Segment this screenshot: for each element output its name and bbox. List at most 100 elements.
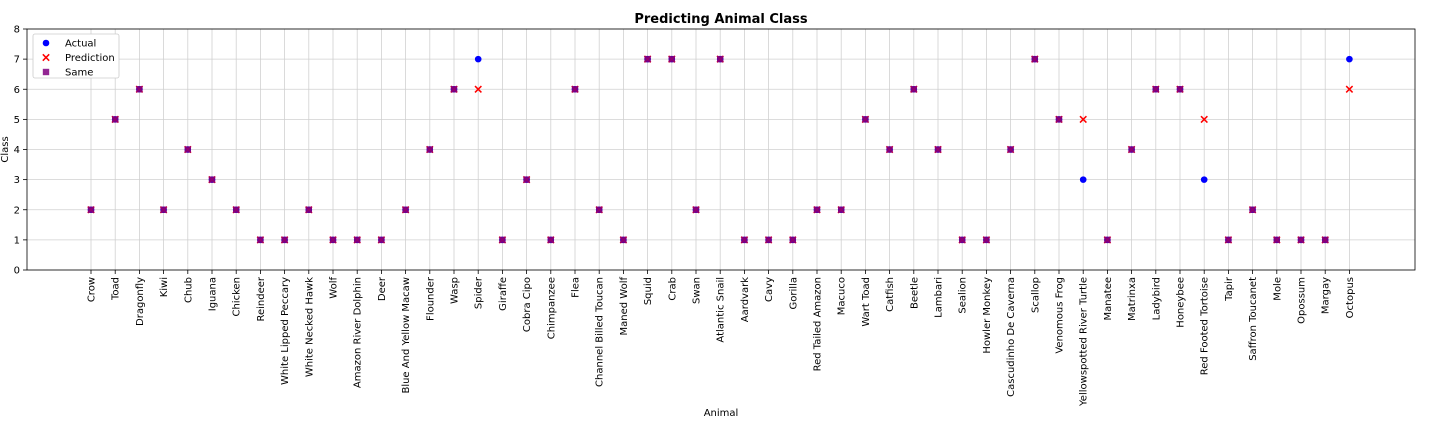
actual-point bbox=[1200, 176, 1208, 183]
x-tick-label: Tapir bbox=[1224, 276, 1235, 302]
same-point bbox=[257, 236, 264, 244]
same-point bbox=[305, 206, 312, 213]
x-tick-label: Flounder bbox=[425, 276, 436, 321]
x-tick-label: Yellowspotted River Turtle bbox=[1079, 277, 1090, 407]
prediction-point bbox=[474, 85, 482, 93]
same-point bbox=[959, 236, 966, 244]
same-point bbox=[233, 206, 240, 213]
x-tick-label: Octopus bbox=[1345, 277, 1356, 318]
same-point bbox=[184, 146, 191, 153]
same-point bbox=[644, 55, 651, 63]
actual-legend-label: Actual bbox=[65, 39, 96, 50]
same-point bbox=[354, 236, 361, 244]
prediction-point bbox=[1079, 115, 1087, 124]
x-tick-label: White Lipped Peccary bbox=[280, 277, 291, 385]
y-axis-title: Class bbox=[0, 136, 11, 162]
grid bbox=[27, 28, 1415, 271]
same-point bbox=[886, 146, 893, 153]
same-point bbox=[741, 236, 748, 244]
y-tick-label: 5 bbox=[14, 115, 20, 126]
x-tick-label: Chimpanzee bbox=[546, 277, 557, 339]
x-axis-ticks: Crow Toad Dragonfly Kiwi Chub Iguana Chicken Re… bbox=[87, 270, 1356, 407]
actual-point bbox=[1346, 55, 1353, 63]
actual-point bbox=[474, 55, 482, 63]
data-points bbox=[87, 55, 1354, 244]
x-tick-label: Opossum bbox=[1297, 277, 1308, 324]
same-point bbox=[1031, 55, 1038, 63]
same-point bbox=[620, 236, 627, 244]
same-point bbox=[596, 206, 603, 213]
same-point bbox=[426, 146, 433, 153]
same-point bbox=[402, 206, 409, 213]
x-tick-label: Flea bbox=[571, 277, 582, 298]
same-point bbox=[910, 86, 917, 93]
x-tick-label: Amazon River Dolphin bbox=[353, 277, 364, 388]
x-tick-label: Crab bbox=[667, 277, 678, 301]
x-tick-label: Venomous Frog bbox=[1055, 277, 1066, 354]
x-tick-label: Cavy bbox=[764, 277, 775, 302]
same-legend-label: Same bbox=[65, 68, 93, 79]
same-point bbox=[1225, 236, 1232, 244]
chart-title: Predicting Animal Class bbox=[634, 12, 808, 27]
same-point bbox=[692, 206, 700, 213]
x-tick-label: Atlantic Snail bbox=[716, 277, 727, 343]
x-tick-label: Spider bbox=[474, 276, 485, 309]
x-axis-title: Animal bbox=[704, 408, 739, 419]
same-point bbox=[983, 236, 990, 244]
same-point bbox=[1249, 206, 1256, 213]
y-axis-ticks: 0 1 2 3 4 5 6 7 8 bbox=[14, 25, 27, 277]
x-tick-label: Aardvark bbox=[740, 277, 751, 322]
x-tick-label: Iguana bbox=[208, 277, 219, 311]
x-tick-label: Wolf bbox=[329, 277, 340, 299]
x-tick-label: Matrinxa bbox=[1127, 277, 1138, 321]
same-point bbox=[547, 236, 554, 244]
y-tick-label: 6 bbox=[14, 85, 20, 96]
x-tick-label: Cascudinho De Caverna bbox=[1006, 277, 1017, 397]
x-tick-label: Howler Monkey bbox=[982, 277, 993, 354]
x-tick-label: Chicken bbox=[232, 277, 243, 317]
prediction-point bbox=[1200, 115, 1208, 124]
same-point bbox=[378, 236, 385, 244]
same-point bbox=[1152, 86, 1159, 93]
y-tick-label: 1 bbox=[14, 235, 20, 246]
x-tick-label: Ladybird bbox=[1151, 277, 1162, 320]
same-point bbox=[571, 86, 579, 93]
x-tick-label: Dragonfly bbox=[135, 277, 146, 326]
x-tick-label: Manatee bbox=[1103, 277, 1114, 320]
y-tick-label: 0 bbox=[14, 266, 20, 277]
same-point bbox=[1176, 86, 1184, 93]
x-tick-label: Swan bbox=[692, 277, 703, 304]
same-legend-marker bbox=[42, 68, 50, 76]
same-point bbox=[499, 236, 506, 244]
y-tick-label: 3 bbox=[14, 175, 20, 186]
same-point bbox=[934, 146, 942, 153]
same-point bbox=[281, 236, 288, 244]
x-tick-label: Kiwi bbox=[159, 277, 170, 297]
x-tick-label: Honeybee bbox=[1176, 277, 1187, 328]
x-tick-label: Squid bbox=[643, 277, 654, 305]
actual-point bbox=[1079, 176, 1087, 183]
x-tick-label: Sealion bbox=[958, 277, 969, 314]
same-point bbox=[87, 206, 95, 213]
same-point bbox=[208, 176, 216, 183]
same-point bbox=[789, 236, 796, 244]
y-tick-label: 4 bbox=[14, 145, 20, 156]
x-tick-label: Reindeer bbox=[256, 276, 267, 321]
x-tick-label: Margay bbox=[1321, 277, 1332, 314]
x-tick-label: White Necked Hawk bbox=[304, 277, 315, 377]
x-tick-label: Scallop bbox=[1030, 277, 1041, 313]
same-point bbox=[668, 55, 675, 63]
x-tick-label: Channel Billed Toucan bbox=[595, 277, 606, 387]
same-point bbox=[329, 236, 337, 244]
x-tick-label: Mole bbox=[1272, 277, 1283, 301]
x-tick-label: Blue And Yellow Macaw bbox=[401, 277, 412, 394]
x-tick-label: Crow bbox=[87, 277, 98, 302]
x-tick-label: Deer bbox=[377, 276, 388, 301]
x-tick-label: Red Tailed Amazon bbox=[813, 277, 824, 371]
x-tick-label: Lambari bbox=[934, 277, 945, 318]
prediction-legend-label: Prediction bbox=[65, 53, 115, 64]
same-point bbox=[1273, 236, 1280, 244]
x-tick-label: Red Footed Tortoise bbox=[1200, 277, 1211, 375]
x-tick-label: Gorilla bbox=[788, 277, 799, 309]
